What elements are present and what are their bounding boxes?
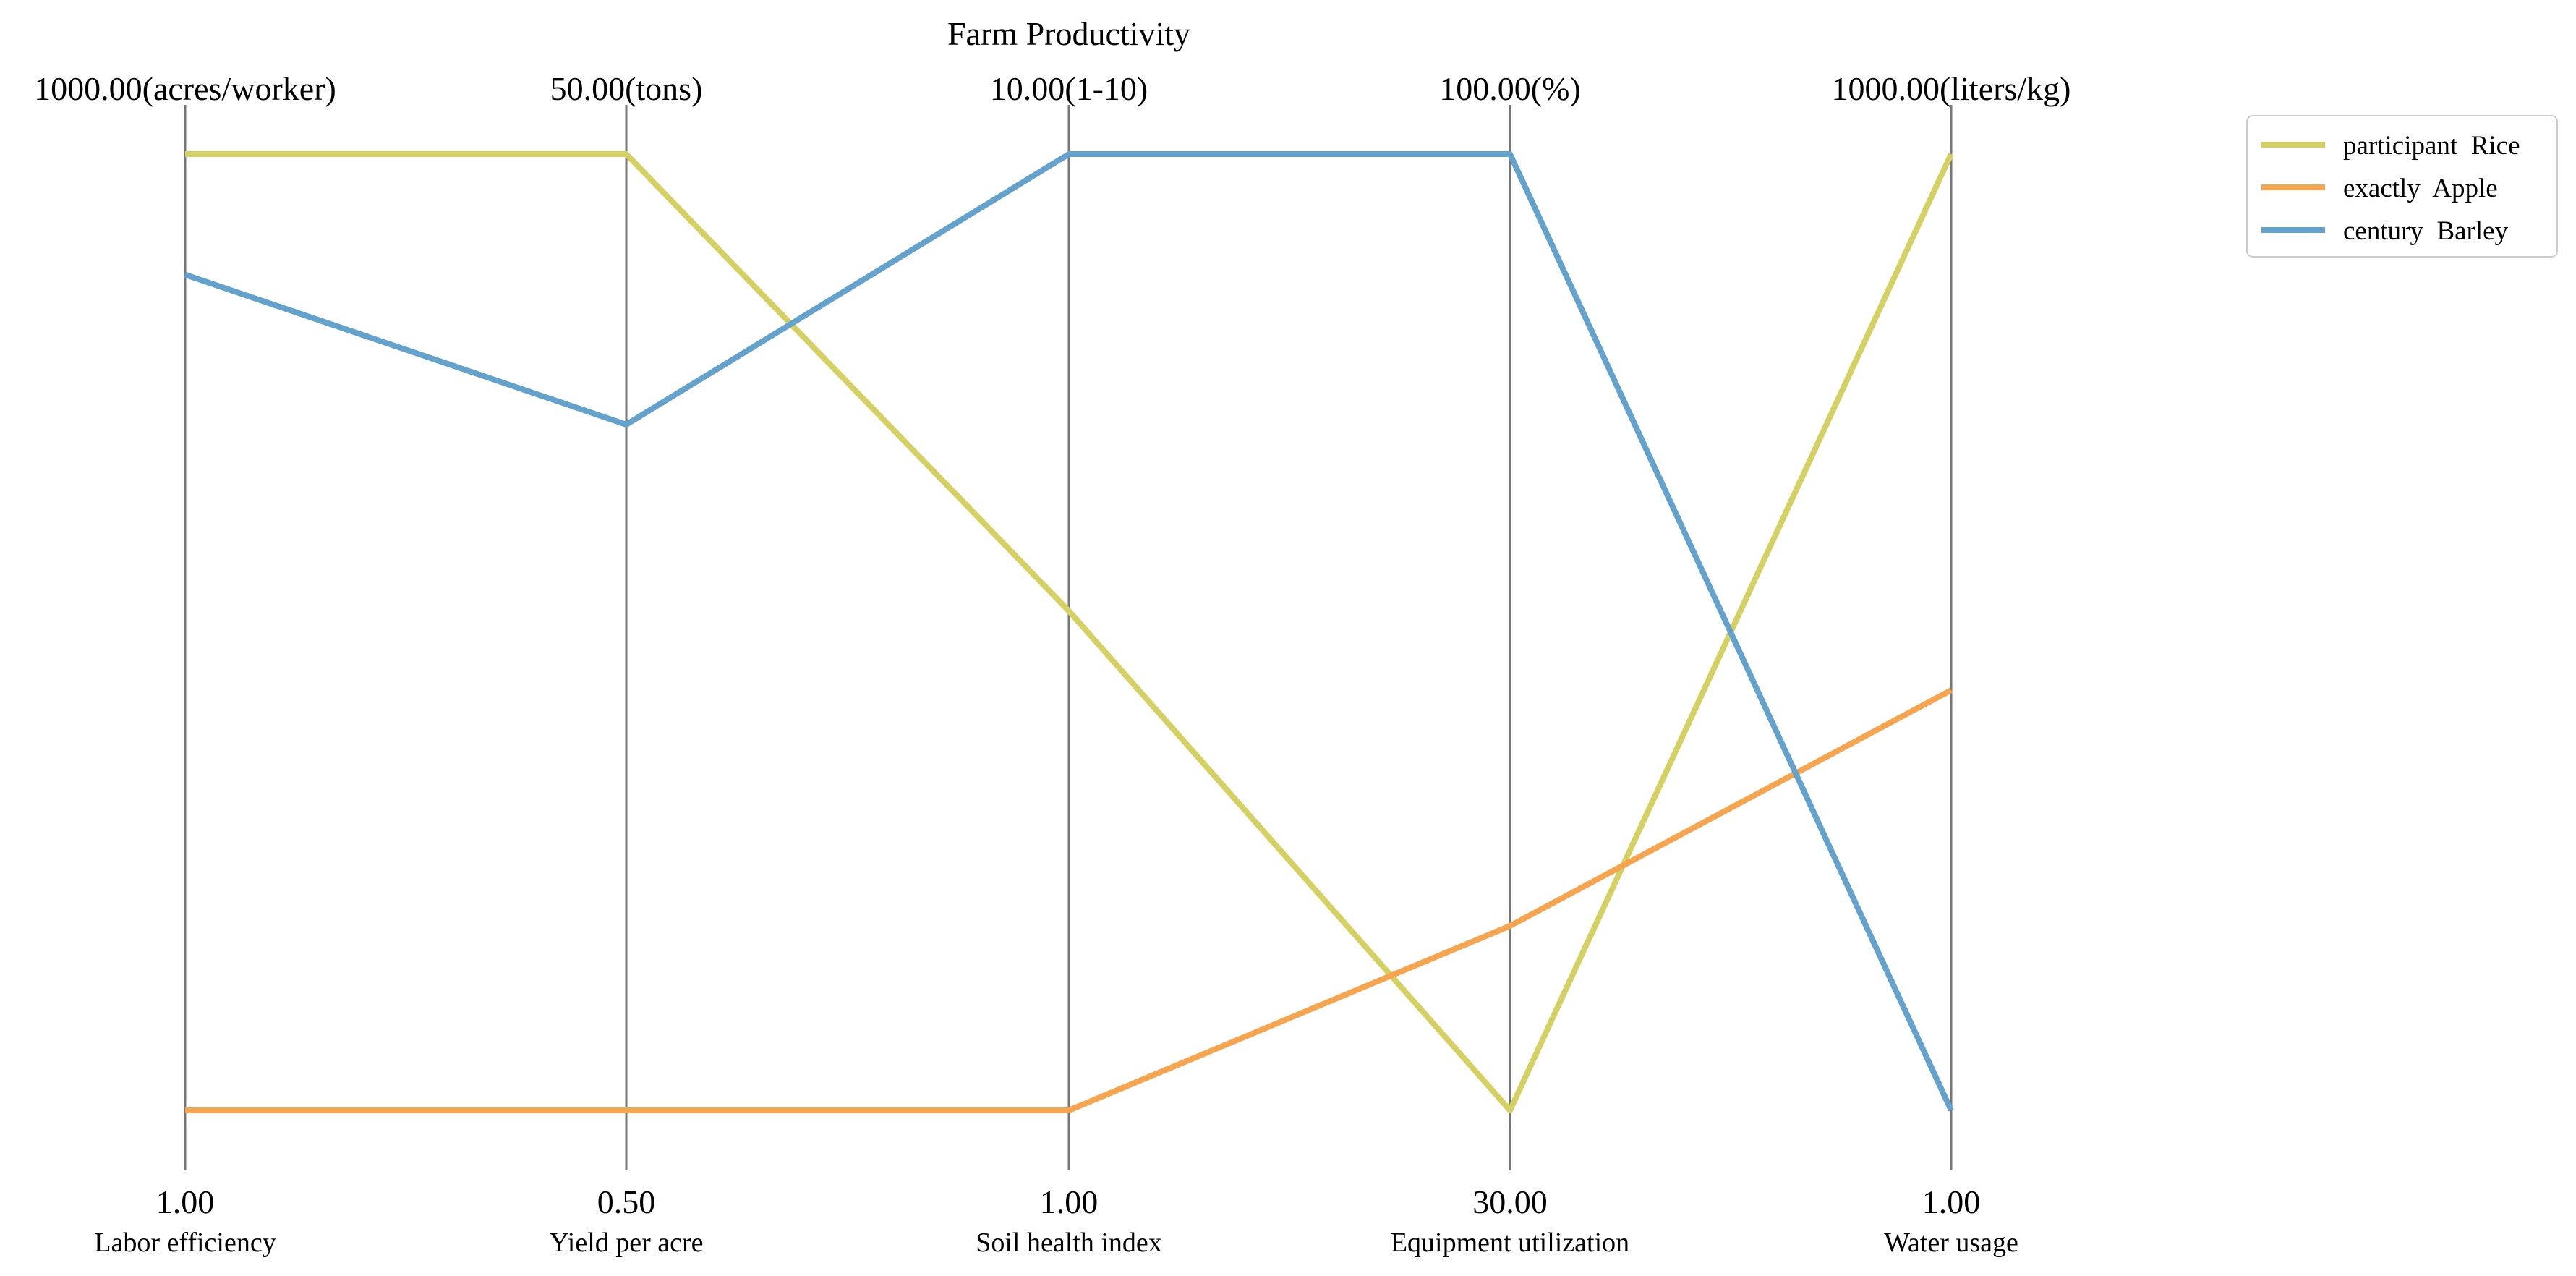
axis-name-soil-health-index: Soil health index xyxy=(976,1228,1162,1258)
axis-max-label-water-usage: 1000.00(liters/kg) xyxy=(1832,70,2071,107)
series-line-exactly-apple xyxy=(185,687,1953,1113)
legend-label-exactly-apple: exactly Apple xyxy=(2343,174,2498,203)
axis-max-label-yield-per-acre: 50.00(tons) xyxy=(550,70,703,107)
axis-min-label-labor-efficiency: 1.00 xyxy=(156,1183,215,1220)
series-line-participant-rice xyxy=(185,151,1954,1113)
legend-label-participant-rice: participant Rice xyxy=(2343,131,2520,161)
axis-min-label-water-usage: 1.00 xyxy=(1922,1183,1981,1220)
legend-box xyxy=(2246,115,2558,258)
axis-min-label-equipment-utilization: 30.00 xyxy=(1472,1183,1548,1220)
axis-max-label-labor-efficiency: 1000.00(acres/worker) xyxy=(34,70,336,107)
legend: participant Rice exactly Apple century Bar… xyxy=(2246,115,2558,258)
axis-min-label-soil-health-index: 1.00 xyxy=(1040,1183,1099,1220)
axis-name-equipment-utilization: Equipment utilization xyxy=(1391,1228,1629,1258)
chart-title: Farm Productivity xyxy=(947,15,1190,52)
axis-max-label-equipment-utilization: 100.00(%) xyxy=(1439,70,1580,107)
axis-name-yield-per-acre: Yield per acre xyxy=(549,1228,703,1258)
legend-label-century-barley: century Barley xyxy=(2343,216,2509,246)
series-layer xyxy=(184,151,1954,1113)
axis-name-labor-efficiency: Labor efficiency xyxy=(94,1228,276,1258)
axis-max-label-soil-health-index: 10.00(1-10) xyxy=(990,70,1148,107)
axis-min-label-yield-per-acre: 0.50 xyxy=(597,1183,656,1220)
axis-name-water-usage: Water usage xyxy=(1884,1228,2018,1258)
axes-layer: 1000.00(acres/worker) 1.00 Labor efficienc… xyxy=(34,70,2070,1258)
series-line-century-barley xyxy=(184,151,1954,1112)
